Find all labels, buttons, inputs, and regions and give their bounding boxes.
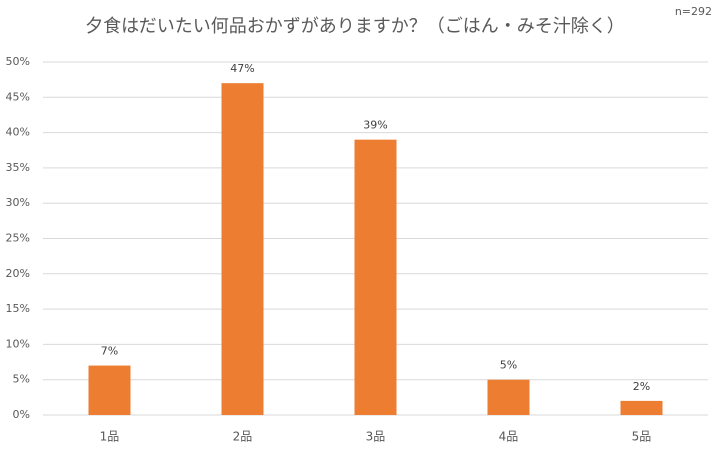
y-tick-label: 50% (6, 55, 30, 68)
value-label: 5% (500, 359, 517, 372)
x-tick-label: 3品 (366, 430, 386, 444)
y-tick-label: 30% (6, 196, 30, 209)
x-tick-label: 2品 (233, 430, 253, 444)
x-tick-label: 4品 (499, 430, 519, 444)
value-label: 2% (633, 380, 650, 393)
value-label: 39% (363, 119, 387, 132)
annotation: n=292 (675, 5, 712, 18)
y-tick-label: 45% (6, 90, 30, 103)
value-label: 7% (101, 345, 118, 358)
y-tick-label: 40% (6, 126, 30, 139)
bar (620, 400, 663, 415)
bar (88, 365, 131, 415)
y-tick-label: 20% (6, 267, 30, 280)
y-tick-label: 15% (6, 302, 30, 315)
y-tick-label: 35% (6, 161, 30, 174)
value-label: 47% (230, 62, 254, 75)
y-tick-label: 25% (6, 232, 30, 245)
bar (354, 139, 397, 415)
chart-title: 夕食はだいたい何品おかずがありますか？（ごはん・みそ汁除く） (85, 16, 625, 37)
y-tick-label: 5% (13, 373, 30, 386)
y-tick-label: 10% (6, 337, 30, 350)
bar (487, 379, 530, 415)
bar (221, 83, 264, 416)
x-tick-label: 5品 (632, 430, 652, 444)
y-tick-label: 0% (13, 408, 30, 421)
x-tick-label: 1品 (100, 430, 120, 444)
